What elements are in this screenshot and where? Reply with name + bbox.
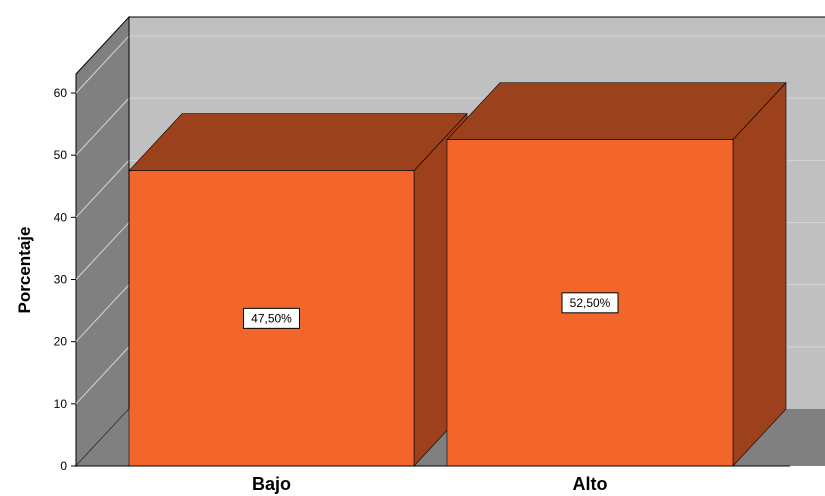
data-label: 47,50% bbox=[251, 311, 292, 325]
y-axis-title: Porcentaje bbox=[15, 227, 34, 314]
y-tick-label: 30 bbox=[54, 273, 68, 287]
y-tick-label: 10 bbox=[54, 397, 68, 411]
bar-top-face bbox=[128, 113, 468, 172]
y-tick-label: 0 bbox=[60, 459, 67, 473]
data-label-box bbox=[243, 307, 300, 329]
bar-front-face bbox=[128, 170, 415, 467]
x-tick-label: Alto bbox=[573, 474, 608, 494]
gridline-side bbox=[75, 159, 130, 218]
bars: 47,50% 52,50% bbox=[128, 81, 787, 467]
y-axis: 0 10 20 30 40 50 60 bbox=[54, 86, 76, 473]
y-tick-label: 20 bbox=[54, 335, 68, 349]
y-tick-label: 50 bbox=[54, 148, 68, 162]
bar-top-face bbox=[446, 82, 787, 140]
gridline-side bbox=[75, 346, 130, 405]
gridline-side bbox=[75, 35, 130, 94]
bar-side-face bbox=[732, 81, 787, 467]
x-axis: Bajo Alto bbox=[252, 474, 608, 494]
gridline-side bbox=[75, 97, 130, 156]
bar-bajo: 47,50% bbox=[128, 112, 468, 467]
y-tick-label: 60 bbox=[54, 86, 68, 100]
bar-alto: 52,50% bbox=[446, 81, 787, 467]
data-label: 52,50% bbox=[570, 296, 611, 310]
gridline-side bbox=[75, 284, 130, 343]
data-label-box bbox=[561, 292, 619, 314]
x-tick-label: Bajo bbox=[252, 474, 291, 494]
y-tick-label: 40 bbox=[54, 210, 68, 224]
gridline-side bbox=[75, 222, 130, 280]
back-wall-frame bbox=[128, 16, 825, 409]
